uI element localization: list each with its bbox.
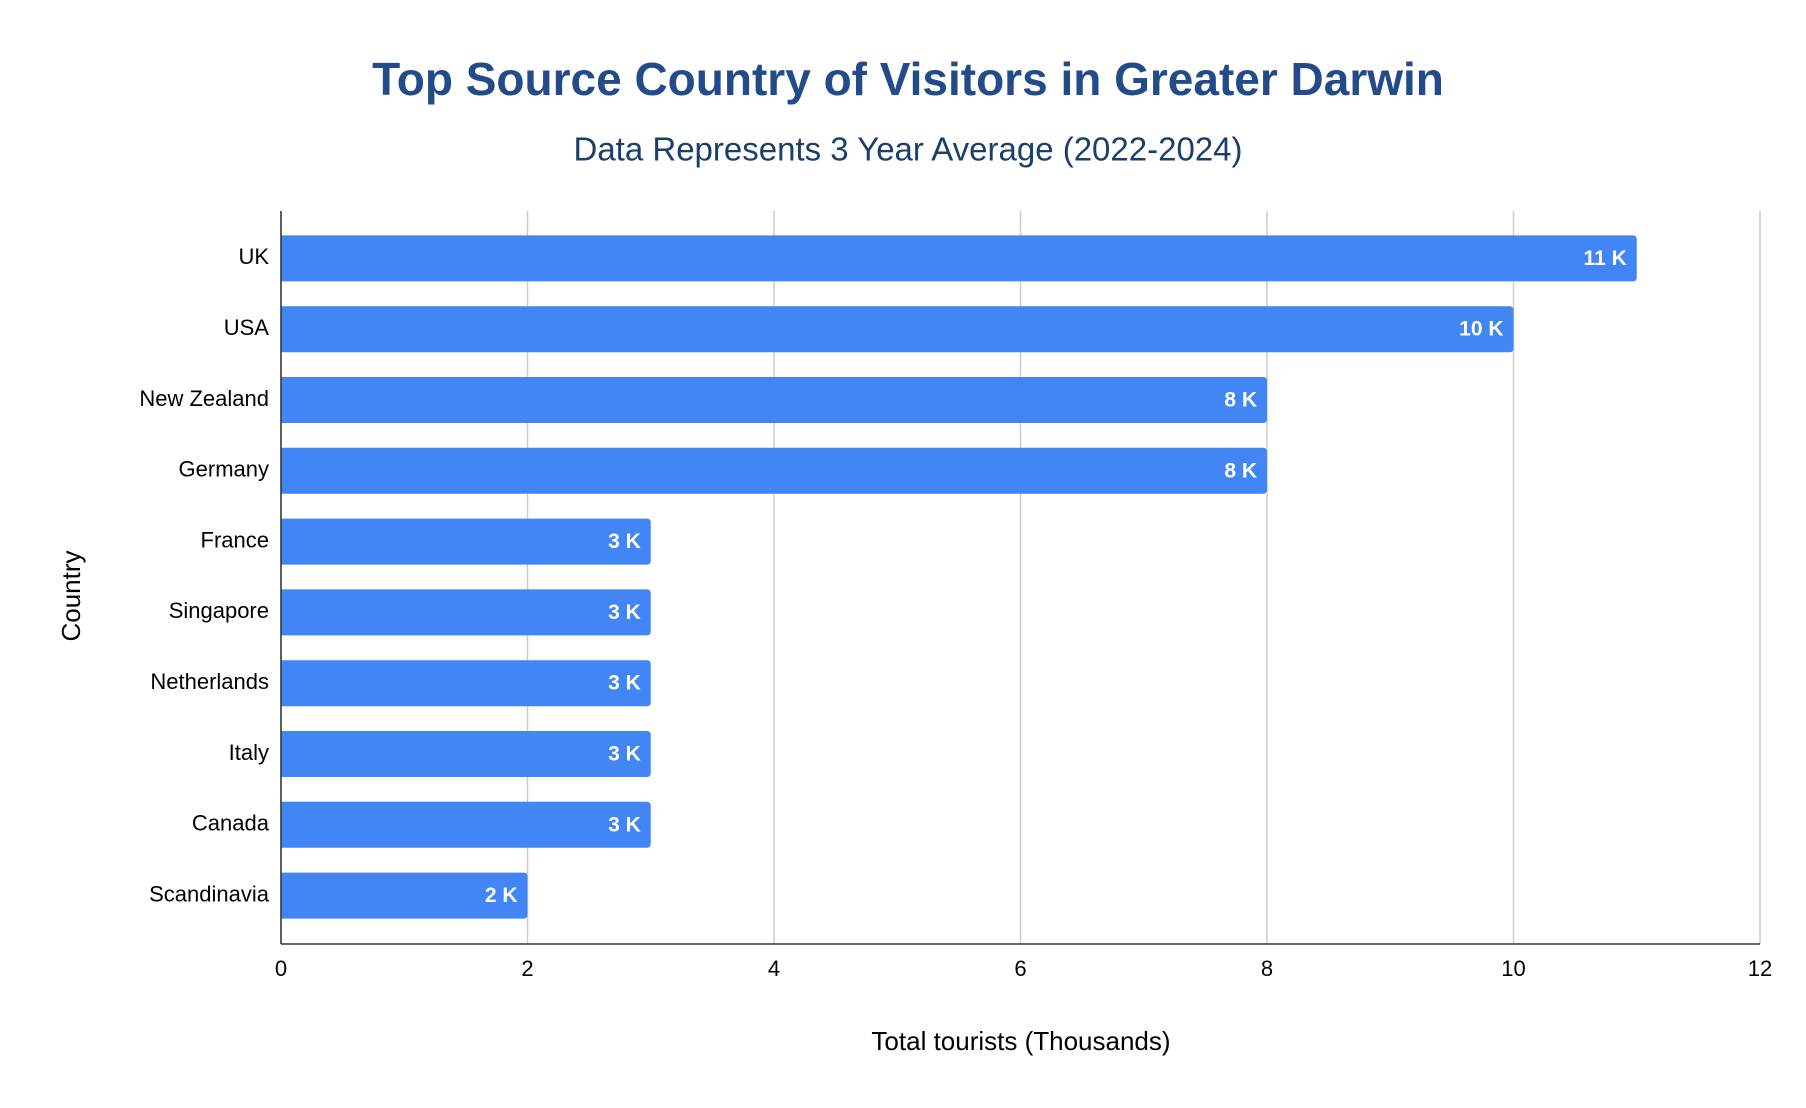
x-axis-title: Total tourists (Thousands) bbox=[871, 1026, 1170, 1056]
chart-subtitle: Data Represents 3 Year Average (2022-202… bbox=[573, 131, 1242, 168]
bar bbox=[281, 801, 651, 848]
y-tick-label: Germany bbox=[179, 457, 269, 482]
bar bbox=[281, 731, 651, 777]
bar bbox=[281, 589, 651, 636]
bar bbox=[281, 377, 1267, 423]
y-tick-label: Scandinavia bbox=[149, 881, 270, 906]
value-label: 3 K bbox=[608, 530, 641, 553]
y-tick-label: USA bbox=[224, 315, 270, 340]
x-tick-label: 2 bbox=[521, 956, 533, 981]
bar bbox=[281, 872, 528, 919]
x-tick-label: 0 bbox=[275, 956, 287, 981]
value-label: 10 K bbox=[1459, 318, 1503, 341]
value-label: 3 K bbox=[608, 672, 641, 695]
value-label: 3 K bbox=[608, 813, 641, 836]
bars: UK 11 K USA 10 K New Zealand 8 K Germany 8 K Fra… bbox=[139, 235, 1637, 919]
bar bbox=[281, 235, 1637, 282]
y-tick-label: France bbox=[201, 527, 269, 552]
y-tick-label: Canada bbox=[192, 811, 270, 836]
x-tick-label: 8 bbox=[1261, 956, 1273, 981]
value-label: 8 K bbox=[1224, 389, 1257, 412]
bar bbox=[281, 518, 651, 565]
x-tick-label: 10 bbox=[1501, 956, 1525, 981]
value-label: 8 K bbox=[1224, 459, 1257, 482]
y-axis-title: Country bbox=[56, 550, 86, 641]
y-tick-label: Singapore bbox=[169, 598, 269, 623]
bar bbox=[281, 447, 1267, 494]
x-tick-label: 6 bbox=[1014, 956, 1026, 981]
value-label: 3 K bbox=[608, 601, 641, 624]
x-tick-label: 12 bbox=[1748, 956, 1772, 981]
y-tick-label: Netherlands bbox=[150, 669, 269, 694]
bar bbox=[281, 306, 1514, 353]
value-label: 2 K bbox=[485, 884, 518, 907]
y-tick-label: UK bbox=[238, 244, 269, 269]
bar bbox=[281, 660, 651, 707]
x-tick-label: 4 bbox=[768, 956, 780, 981]
y-tick-label: Italy bbox=[229, 740, 269, 765]
value-label: 3 K bbox=[608, 743, 641, 766]
chart-title: Top Source Country of Visitors in Greate… bbox=[372, 53, 1444, 105]
y-tick-label: New Zealand bbox=[139, 386, 269, 411]
value-label: 11 K bbox=[1584, 247, 1627, 270]
